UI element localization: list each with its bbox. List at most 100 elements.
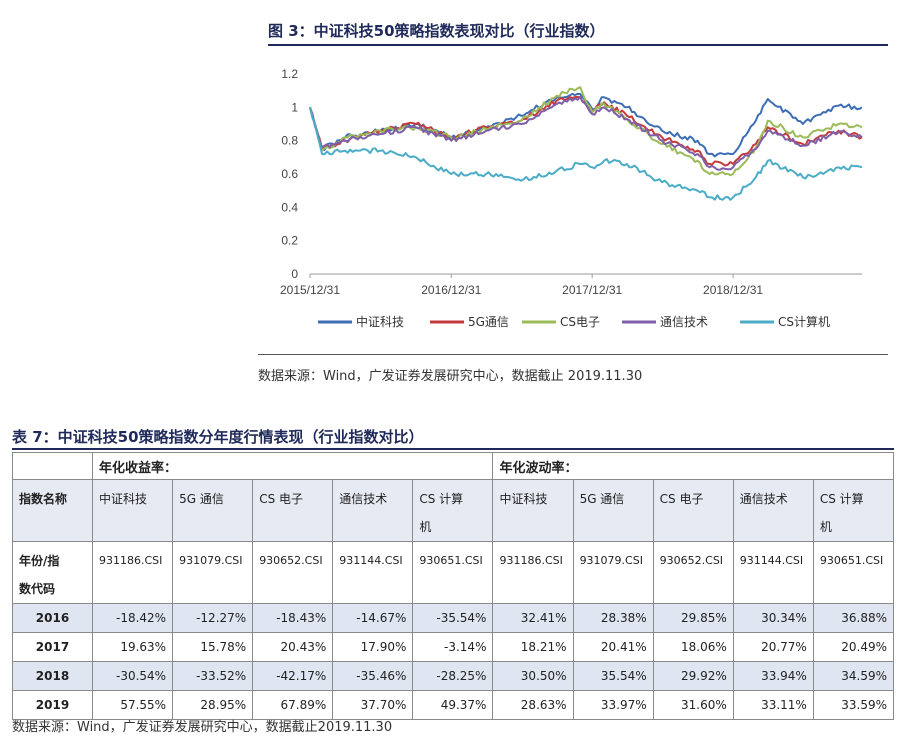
x-tick-label: 2016/12/31 [421,283,481,297]
index-code: 930651.CSI [819,554,884,567]
cell-value: 20.49% [841,640,887,654]
series-line-4 [309,96,863,171]
value-cell: 33.94% [732,661,814,691]
cell-value: 33.94% [761,669,807,683]
value-cell: -18.42% [91,603,174,633]
cell-value: 18.06% [680,640,727,654]
x-tick-label: 2018/12/31 [703,283,763,297]
index-code-cell: 931186.CSI [91,541,174,604]
y-tick-label: 0.4 [281,200,298,214]
cell-value: 67.89% [280,698,327,712]
cell-value: 36.88% [841,611,887,625]
table-row: 2016 -18.42% -12.27% -18.43% -14.67% -35.54% 3… [12,603,895,633]
table-row: 2018 -30.54% -33.52% -42.17% -35.46% -28.25% 3… [12,661,895,691]
value-cell: 15.78% [172,632,254,662]
series-line-5 [309,107,863,201]
value-cell: -30.54% [91,661,174,691]
cell-value: -30.54% [116,669,167,683]
cell-value: 20.43% [280,640,327,654]
performance-table: 年化收益率： 年化波动率： 指数名称 中证科技 5G 通信 CS 电子 通信技术 CS 计算机… [12,452,895,720]
index-code: 931079.CSI [179,554,243,567]
figure-source-note: 数据来源：Wind，广发证券发展研究中心，数据截止 2019.11.30 [258,354,888,386]
index-code-cell: 930652.CSI [252,541,334,604]
value-cell: -35.46% [332,661,414,691]
index-name: 5G 通信 [179,492,224,506]
value-cell: 17.90% [332,632,414,662]
value-cell: 29.92% [652,661,734,691]
index-name: CS 电子 [259,492,303,506]
group-header-label: 年化收益率： [99,460,178,476]
cell-value: 20.77% [761,640,807,654]
value-cell: 18.21% [492,632,574,662]
year-label: 2019 [35,698,70,712]
index-code-cell: 930651.CSI [412,541,494,604]
index-code: 930652.CSI [659,554,724,567]
figure-title: 图 3：中证科技50策略指数表现对比（行业指数） [268,20,888,46]
index-code: 931186.CSI [499,554,563,567]
value-cell: 18.06% [652,632,734,662]
cell-value: 15.78% [200,640,247,654]
legend-label: CS计算机 [778,314,830,329]
index-name: 中证科技 [499,492,548,506]
index-code: 931144.CSI [739,554,804,567]
cell-value: 19.63% [120,640,167,654]
cell-value: 29.92% [680,669,727,683]
year-label: 2017 [35,640,70,654]
index-name-cell: CS 电子 [652,479,734,542]
value-cell: 20.43% [252,632,334,662]
row-label: 指数名称 [19,492,68,506]
legend-label: 通信技术 [660,315,708,329]
year-cell: 2017 [12,632,93,662]
y-tick-label: 0 [291,267,298,281]
cell-value: 29.85% [680,611,727,625]
cell-value: 28.38% [600,611,647,625]
index-name: 通信技术 [339,492,388,506]
group-header-return: 年化收益率： [91,452,494,480]
value-cell: 36.88% [812,603,895,633]
index-name: CS 电子 [659,492,704,506]
cell-value: 32.41% [520,611,567,625]
value-cell: -35.54% [412,603,494,633]
cell-value: -12.27% [196,611,247,625]
group-header-label: 年化波动率： [499,460,578,476]
value-cell: -18.43% [252,603,334,633]
index-code: 931079.CSI [579,554,643,567]
index-code: 930651.CSI [419,554,483,567]
cell-value: -3.14% [444,640,487,654]
index-code-cell: 931144.CSI [332,541,414,604]
value-cell: -14.67% [332,603,414,633]
index-name-cell: CS 计算机 [812,479,895,542]
index-name: 机 [819,520,832,534]
index-code: 931144.CSI [339,554,403,567]
index-name-cell: 通信技术 [332,479,414,542]
value-cell: 30.34% [732,603,814,633]
index-name: CS 计算 [419,492,464,506]
year-label: 2018 [35,669,70,683]
index-name-cell: 中证科技 [91,479,174,542]
value-cell: -33.52% [172,661,254,691]
cell-value: 28.63% [520,698,567,712]
cell-value: -35.54% [436,611,487,625]
cell-value: 33.97% [600,698,647,712]
value-cell: 30.50% [492,661,574,691]
cell-value: -14.67% [356,611,407,625]
cell-value: 34.59% [841,669,887,683]
value-cell: 28.38% [572,603,654,633]
year-cell: 2018 [12,661,93,691]
legend-label: CS电子 [560,315,600,329]
cell-value: -18.43% [276,611,327,625]
value-cell: 57.55% [91,690,174,720]
value-cell: 31.60% [652,690,734,720]
index-name: 通信技术 [739,492,788,506]
index-name-cell: 5G 通信 [172,479,254,542]
year-cell: 2016 [12,603,93,633]
value-cell: -28.25% [412,661,494,691]
row-label-cell: 指数名称 [12,479,93,542]
index-name: 机 [419,520,432,534]
index-code-cell: 931186.CSI [492,541,574,604]
cell-value: 33.59% [841,698,887,712]
y-tick-label: 0.2 [281,234,298,248]
value-cell: 49.37% [412,690,494,720]
y-tick-label: 1 [291,100,298,114]
cell-value: 30.50% [520,669,567,683]
